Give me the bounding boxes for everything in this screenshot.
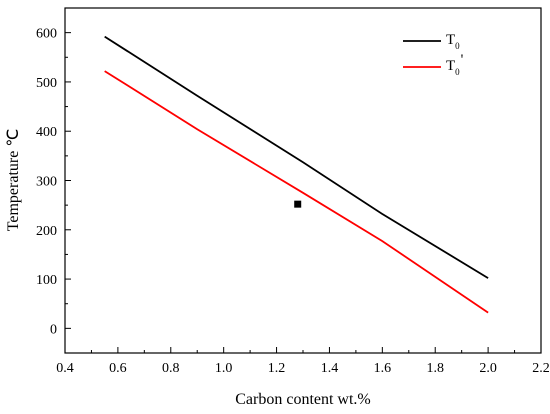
y-tick-label: 100 [36,273,57,288]
x-tick-label: 1.4 [321,361,339,376]
data-point-marker-0 [294,200,302,208]
x-tick-label: 1.0 [215,361,233,376]
y-tick-label: 0 [50,322,57,337]
x-tick-label: 0.8 [162,361,180,376]
series-line-0 [104,35,489,279]
y-axis-ticks: 0 100 200 300 400 500 600 [36,27,71,337]
legend-label-subscript: 0 [455,41,460,51]
y-tick-label: 400 [36,125,57,140]
x-tick-label: 2.2 [532,361,550,376]
legend-label-main: T [446,32,455,48]
y-tick-label: 300 [36,175,57,190]
y-tick-label: 500 [36,76,57,91]
x-axis-ticks: 0.4 0.6 0.8 1.0 1.2 1.4 1.6 1.8 2.0 2.2 [56,347,550,376]
x-tick-label: 1.8 [426,361,444,376]
x-tick-label: 2.0 [479,361,497,376]
legend-label-1: T0' [446,52,464,77]
x-tick-label: 0.4 [56,361,74,376]
series-layer [104,35,489,314]
y-tick-label: 600 [36,27,57,42]
legend-label-0: T0 [446,32,460,51]
x-tick-label: 1.2 [268,361,286,376]
plot-frame [64,7,542,354]
marker-layer [294,200,302,208]
legend-label-subscript: 0 [455,67,460,77]
y-tick-label: 200 [36,224,57,239]
series-line-1 [104,70,489,314]
x-tick-label: 1.6 [374,361,392,376]
x-axis-label: Carbon content wt.% [235,391,371,408]
x-tick-label: 0.6 [109,361,127,376]
legend-label-prime: ' [461,52,464,68]
legend-label-main: T [446,58,455,74]
y-axis-label: Temperature ℃ [5,129,22,232]
